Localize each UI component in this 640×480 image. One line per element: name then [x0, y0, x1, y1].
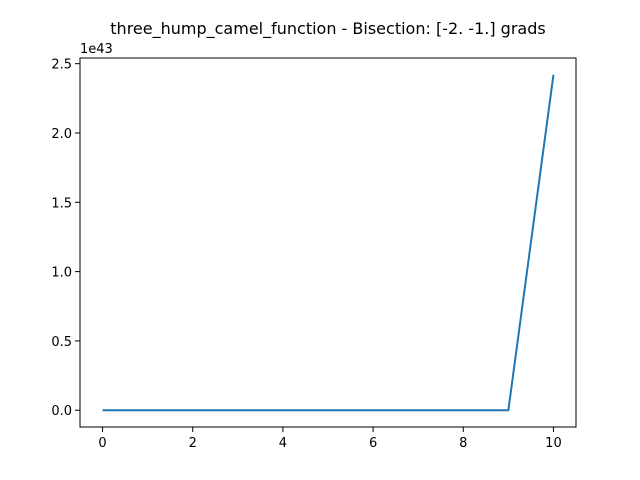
y-tick-label: 1.5 [51, 196, 72, 211]
x-tick-label: 8 [459, 436, 467, 451]
y-axis-ticks: 0.0 0.5 1.0 1.5 2.0 2.5 [51, 58, 80, 419]
y-tick-label: 2.0 [51, 127, 72, 142]
y-tick-label: 0.5 [51, 335, 72, 350]
x-tick-label: 0 [98, 436, 106, 451]
x-tick-label: 6 [369, 436, 377, 451]
x-tick-label: 4 [279, 436, 287, 451]
x-tick-label: 2 [189, 436, 197, 451]
y-tick-label: 2.5 [51, 58, 72, 73]
y-tick-label: 0.0 [51, 404, 72, 419]
series-group [102, 74, 555, 412]
y-tick-label: 1.0 [51, 266, 72, 281]
x-axis-ticks: 0 2 4 6 8 10 [98, 427, 562, 451]
x-tick-label: 10 [545, 436, 562, 451]
series-line [102, 74, 555, 412]
plot-area [79, 57, 577, 428]
chart-title: three_hump_camel_function - Bisection: [… [110, 19, 545, 39]
y-offset-label: 1e43 [80, 42, 113, 57]
